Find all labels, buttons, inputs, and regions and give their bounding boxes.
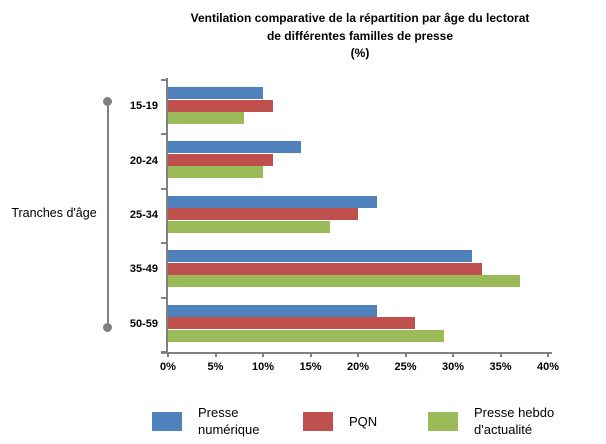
x-axis-tick — [547, 352, 549, 357]
bar-series3-35-49 — [168, 275, 520, 288]
y-axis-tick — [161, 242, 166, 245]
bar-series1-35-49 — [168, 250, 472, 263]
bar-series1-50-59 — [168, 304, 377, 317]
legend-item-3: Presse hebdo d'actualité — [428, 402, 554, 440]
chart-title-line-2: de différentes familles de presse — [266, 28, 454, 43]
legend-swatch-1 — [152, 411, 182, 431]
bar-series3-50-59 — [168, 329, 444, 342]
category-label-50-59: 50-59 — [129, 317, 158, 330]
x-tick-label-35pct: 35% — [489, 361, 512, 373]
x-axis-line — [161, 352, 552, 354]
x-tick-label-0pct: 0% — [160, 361, 176, 373]
y-axis-tick — [161, 79, 166, 81]
category-label-15-19: 15-19 — [129, 100, 158, 113]
chart-title-line-3: (%) — [350, 46, 370, 60]
x-tick-label-10pct: 10% — [251, 361, 275, 373]
connector-dot-top — [103, 97, 112, 106]
bar-series2-50-59 — [168, 317, 415, 330]
x-axis-tick — [452, 352, 454, 357]
legend-item-2: PQN — [303, 402, 377, 440]
age-range-connector-line — [107, 101, 109, 328]
category-label-25-34: 25-34 — [129, 209, 158, 221]
bar-series3-15-19 — [168, 112, 244, 124]
x-tick-label-30pct: 30% — [441, 361, 465, 373]
y-axis-line — [166, 78, 168, 354]
x-axis-tick — [357, 352, 359, 357]
x-tick-label-25pct: 25% — [394, 361, 417, 373]
bar-series2-15-19 — [168, 99, 273, 112]
bar-series1-20-24 — [168, 141, 301, 154]
category-label-35-49: 35-49 — [129, 263, 158, 276]
chart-title: Ventilation comparative de la répartitio… — [120, 10, 600, 63]
x-axis-tick — [214, 352, 217, 357]
x-axis-tick — [309, 352, 312, 357]
legend-label-2: PQN — [349, 413, 378, 429]
x-tick-label-15pct: 15% — [299, 361, 322, 373]
legend-item-1: Presse numérique — [152, 402, 259, 440]
x-axis-tick — [404, 352, 407, 357]
bar-series2-20-24 — [168, 153, 273, 166]
x-tick-label-40pct: 40% — [536, 361, 560, 373]
bar-series2-25-34 — [168, 208, 358, 221]
x-tick-label-5pct: 5% — [207, 361, 224, 373]
legend-label-1: Presse numérique — [198, 405, 260, 437]
y-axis-tick — [161, 187, 166, 190]
x-axis-tick — [262, 352, 264, 357]
y-axis-tick — [161, 351, 166, 353]
legend-swatch-2 — [303, 411, 333, 431]
x-axis-tick — [167, 352, 169, 357]
category-label-20-24: 20-24 — [129, 154, 158, 167]
legend-label-3: Presse hebdo d'actualité — [474, 405, 555, 437]
bar-series2-35-49 — [168, 262, 482, 275]
legend-swatch-3 — [428, 411, 458, 431]
y-axis-tick — [161, 133, 166, 136]
bar-series3-25-34 — [168, 220, 330, 233]
connector-dot-bottom — [103, 323, 112, 332]
y-axis-tick — [161, 296, 166, 299]
bar-series1-15-19 — [168, 87, 263, 99]
x-axis-tick — [499, 352, 502, 357]
bar-series3-20-24 — [168, 166, 263, 179]
bar-series1-25-34 — [168, 195, 377, 208]
y-axis-title: Tranches d'âge — [11, 206, 97, 220]
x-tick-label-20pct: 20% — [346, 361, 370, 373]
chart-title-line-1: Ventilation comparative de la répartitio… — [190, 11, 530, 25]
